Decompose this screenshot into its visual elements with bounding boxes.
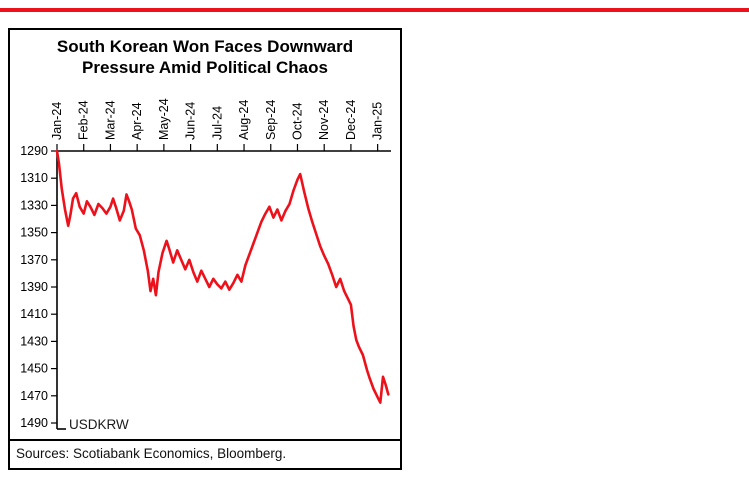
x-tick-label: Jan-25 bbox=[371, 102, 385, 140]
y-tick-label: 1350 bbox=[20, 226, 48, 240]
chart-canvas: Jan-24 Feb-24 Mar-24 Apr-24 May-24 Jun-24 Jul-… bbox=[20, 98, 391, 432]
y-tick-label: 1310 bbox=[20, 171, 48, 185]
chart-card: South Korean Won Faces Downward Pressure… bbox=[8, 28, 402, 470]
x-tick-label: Dec-24 bbox=[344, 100, 358, 140]
x-tick-label: May-24 bbox=[157, 98, 171, 140]
y-tick-label: 1410 bbox=[20, 307, 48, 321]
x-tick-label: Sep-24 bbox=[264, 100, 278, 140]
x-tick-label: Feb-24 bbox=[77, 100, 91, 140]
x-tick-label: Nov-24 bbox=[317, 100, 331, 140]
x-tick-label: Aug-24 bbox=[237, 100, 251, 140]
y-tick-label: 1450 bbox=[20, 362, 48, 376]
series-label: USDKRW bbox=[69, 417, 129, 432]
chart-title: South Korean Won Faces Downward Pressure… bbox=[10, 30, 400, 79]
chart-title-line2: Pressure Amid Political Chaos bbox=[82, 58, 328, 77]
x-tick-label: Jul-24 bbox=[210, 106, 224, 140]
y-tick-label: 1330 bbox=[20, 198, 48, 212]
y-tick-label: 1490 bbox=[20, 416, 48, 430]
x-tick-label: Oct-24 bbox=[290, 102, 304, 140]
x-tick-label: Apr-24 bbox=[130, 102, 144, 140]
x-tick-label: Jan-24 bbox=[50, 102, 64, 140]
top-accent-bar bbox=[0, 8, 749, 12]
y-tick-label: 1370 bbox=[20, 253, 48, 267]
sources-text: Sources: Scotiabank Economics, Bloomberg… bbox=[10, 439, 400, 468]
x-tick-label: Jun-24 bbox=[184, 102, 198, 140]
chart-title-line1: South Korean Won Faces Downward bbox=[56, 37, 354, 56]
y-tick-label: 1290 bbox=[20, 144, 48, 158]
usdkrw-line bbox=[55, 149, 390, 404]
y-tick-label: 1470 bbox=[20, 389, 48, 403]
x-tick-label: Mar-24 bbox=[103, 100, 117, 140]
y-tick-label: 1430 bbox=[20, 334, 48, 348]
y-tick-label: 1390 bbox=[20, 280, 48, 294]
